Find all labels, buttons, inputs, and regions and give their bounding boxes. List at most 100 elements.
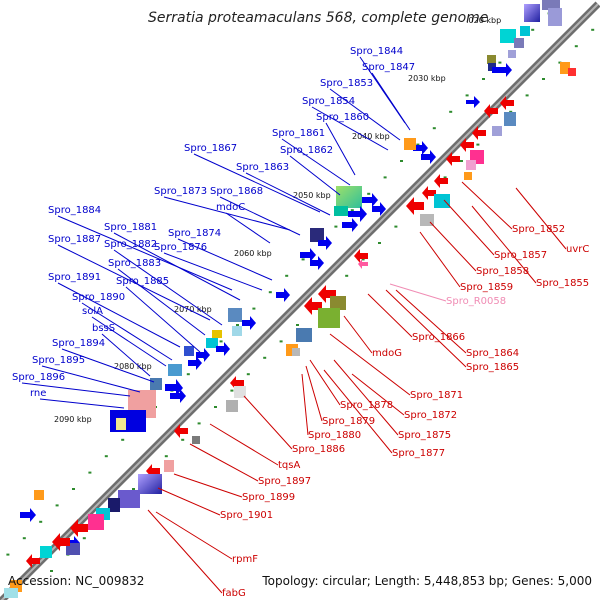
forward-gene-label[interactable]: mdoC bbox=[216, 202, 245, 213]
reverse-gene-label[interactable]: Spro_1866 bbox=[412, 332, 465, 343]
reverse-gene-label[interactable]: Spro_1865 bbox=[466, 362, 519, 373]
leader-line bbox=[515, 187, 567, 250]
feature-block bbox=[520, 26, 530, 36]
cds-arrow bbox=[196, 348, 210, 362]
tick-mark bbox=[394, 225, 398, 228]
cds-arrow bbox=[500, 96, 514, 110]
leader-line bbox=[57, 244, 211, 321]
feature-block bbox=[464, 172, 472, 180]
forward-gene-label[interactable]: Spro_1883 bbox=[108, 258, 161, 269]
reverse-gene-label[interactable]: Spro_1852 bbox=[512, 224, 565, 235]
leader-line bbox=[157, 487, 221, 516]
reverse-gene-label[interactable]: tqsA bbox=[278, 460, 300, 471]
cds-arrow bbox=[52, 533, 70, 551]
forward-gene-label[interactable]: Spro_1874 bbox=[168, 228, 221, 239]
tick-mark bbox=[334, 225, 338, 228]
forward-gene-label[interactable]: Spro_1867 bbox=[184, 143, 237, 154]
feature-block bbox=[184, 346, 194, 356]
leader-line bbox=[471, 205, 537, 284]
scale-label: 2030 kbp bbox=[408, 74, 446, 83]
forward-gene-label[interactable]: rne bbox=[30, 388, 46, 399]
tick-mark bbox=[400, 160, 403, 162]
forward-gene-label[interactable]: Spro_1887 bbox=[48, 234, 101, 245]
reverse-gene-label[interactable]: Spro_1859 bbox=[460, 282, 513, 293]
forward-gene-label[interactable]: Spro_1844 bbox=[350, 46, 403, 57]
forward-gene-label[interactable]: solA bbox=[82, 306, 103, 317]
forward-gene-label[interactable]: Spro_1873 bbox=[154, 186, 207, 197]
tick-mark bbox=[268, 291, 272, 294]
feature-block bbox=[192, 436, 200, 444]
leader-line bbox=[301, 373, 309, 436]
cds-arrow bbox=[422, 186, 436, 200]
leader-line bbox=[305, 365, 323, 422]
feature-block bbox=[232, 326, 242, 336]
feature-block bbox=[568, 68, 576, 76]
reverse-gene-label[interactable]: Spro_1877 bbox=[392, 448, 445, 459]
tick-mark bbox=[542, 78, 545, 80]
reverse-gene-label[interactable]: Spro_1886 bbox=[292, 444, 345, 455]
forward-gene-label[interactable]: Spro_1854 bbox=[302, 96, 355, 107]
forward-gene-label[interactable]: Spro_1896 bbox=[12, 372, 65, 383]
leader-line bbox=[325, 122, 356, 176]
reverse-gene-label[interactable]: Spro_1901 bbox=[220, 510, 273, 521]
forward-gene-label[interactable]: Spro_1853 bbox=[320, 78, 373, 89]
rna-arrow bbox=[358, 259, 368, 269]
forward-gene-label[interactable]: Spro_1876 bbox=[154, 242, 207, 253]
reverse-gene-label[interactable]: Spro_1871 bbox=[410, 390, 463, 401]
reverse-gene-label[interactable]: Spro_1899 bbox=[242, 492, 295, 503]
cds-arrow bbox=[484, 104, 498, 118]
forward-gene-label[interactable]: Spro_1863 bbox=[236, 162, 289, 173]
reverse-gene-label[interactable]: rpmF bbox=[232, 554, 258, 565]
forward-gene-label[interactable]: Spro_1894 bbox=[52, 338, 105, 349]
forward-gene-label[interactable]: Spro_1891 bbox=[48, 272, 101, 283]
tick-mark bbox=[39, 520, 43, 523]
reverse-gene-label[interactable]: Spro_1858 bbox=[476, 266, 529, 277]
tick-mark bbox=[6, 553, 10, 556]
forward-gene-label[interactable]: Spro_1861 bbox=[272, 128, 325, 139]
reverse-gene-label[interactable]: Spro_1880 bbox=[308, 430, 361, 441]
reverse-gene-label[interactable]: Spro_1872 bbox=[404, 410, 457, 421]
tick-mark bbox=[72, 488, 75, 490]
forward-gene-label[interactable]: Spro_1868 bbox=[210, 186, 263, 197]
feature-block bbox=[492, 126, 502, 136]
leader-line bbox=[57, 215, 233, 291]
cds-arrow bbox=[434, 174, 448, 188]
forward-gene-label[interactable]: Spro_1885 bbox=[116, 276, 169, 287]
rna-gene-label[interactable]: Spro_R0058 bbox=[446, 296, 506, 307]
feature-block bbox=[116, 418, 126, 430]
cds-arrow bbox=[70, 519, 88, 537]
cds-arrow bbox=[406, 197, 424, 215]
forward-gene-label[interactable]: Spro_1895 bbox=[32, 355, 85, 366]
tick-mark bbox=[558, 61, 562, 64]
reverse-gene-label[interactable]: fabG bbox=[222, 588, 246, 599]
tick-mark bbox=[88, 471, 92, 474]
reverse-gene-label[interactable]: Spro_1897 bbox=[258, 476, 311, 487]
reverse-gene-label[interactable]: Spro_1879 bbox=[322, 416, 375, 427]
forward-gene-label[interactable]: Spro_1862 bbox=[280, 145, 333, 156]
leader-line bbox=[57, 282, 181, 348]
reverse-gene-label[interactable]: mdoG bbox=[372, 348, 402, 359]
scale-label: 2090 kbp bbox=[54, 415, 92, 424]
reverse-gene-label[interactable]: Spro_1857 bbox=[494, 250, 547, 261]
reverse-gene-label[interactable]: uvrC bbox=[566, 244, 589, 255]
forward-gene-label[interactable]: Spro_1847 bbox=[362, 62, 415, 73]
forward-gene-label[interactable]: Spro_1881 bbox=[104, 222, 157, 233]
leader-line bbox=[91, 316, 167, 367]
forward-gene-label[interactable]: Spro_1884 bbox=[48, 205, 101, 216]
forward-gene-label[interactable]: bssS bbox=[92, 323, 115, 334]
reverse-gene-label[interactable]: Spro_1878 bbox=[340, 400, 393, 411]
leader-line bbox=[21, 382, 131, 397]
tick-mark bbox=[443, 176, 447, 179]
reverse-gene-label[interactable]: Spro_1864 bbox=[466, 348, 519, 359]
leader-line bbox=[281, 138, 351, 186]
forward-gene-label[interactable]: Spro_1860 bbox=[316, 112, 369, 123]
cds-arrow bbox=[362, 193, 378, 207]
scale-label: 2060 kbp bbox=[234, 249, 272, 258]
reverse-gene-label[interactable]: Spro_1855 bbox=[536, 278, 589, 289]
reverse-gene-label[interactable]: Spro_1875 bbox=[398, 430, 451, 441]
tick-mark bbox=[465, 94, 469, 97]
forward-gene-label[interactable]: Spro_1890 bbox=[72, 292, 125, 303]
tick-mark bbox=[345, 274, 349, 277]
forward-gene-label[interactable]: Spro_1882 bbox=[104, 239, 157, 250]
